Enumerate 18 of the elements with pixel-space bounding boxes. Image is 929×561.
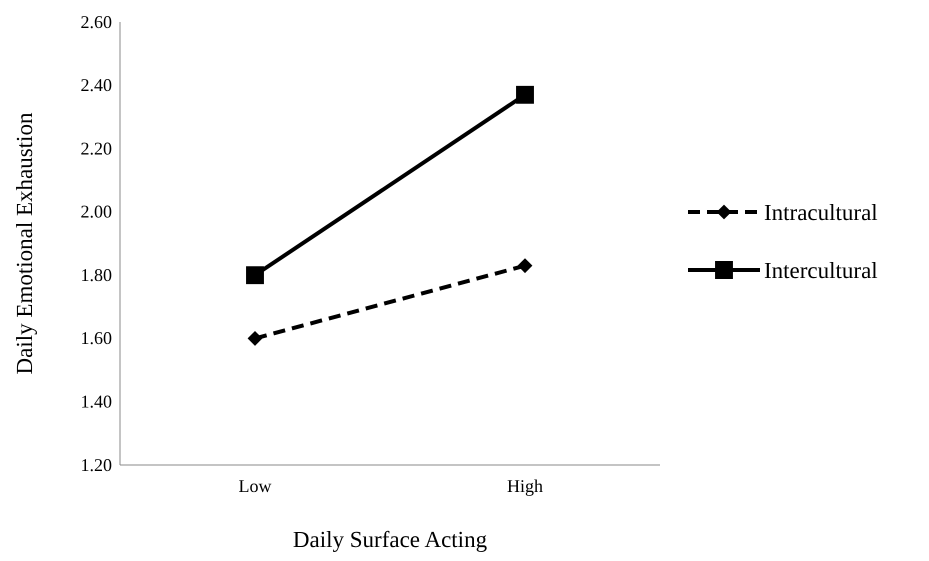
- y-tick-label: 1.80: [80, 264, 112, 285]
- y-tick-label: 2.20: [80, 138, 112, 158]
- y-tick-label: 1.40: [80, 391, 112, 412]
- y-tick-label: 1.60: [80, 328, 112, 348]
- x-tick-label: High: [507, 476, 543, 496]
- point: [516, 86, 534, 104]
- y-axis-title: Daily Emotional Exhaustion: [12, 112, 37, 374]
- x-tick-label: Low: [238, 476, 272, 496]
- y-tick-label: 2.40: [80, 75, 112, 96]
- point: [246, 266, 264, 284]
- legend-label: Intercultural: [764, 258, 878, 283]
- y-tick-label: 2.60: [80, 12, 112, 32]
- point: [518, 258, 532, 274]
- x-axis-title: Daily Surface Acting: [292, 527, 488, 552]
- y-tick-label: 2.00: [80, 202, 112, 222]
- y-tick-label: 1.20: [80, 454, 112, 475]
- point: [248, 331, 262, 346]
- legend-label: Intracultural: [764, 200, 878, 225]
